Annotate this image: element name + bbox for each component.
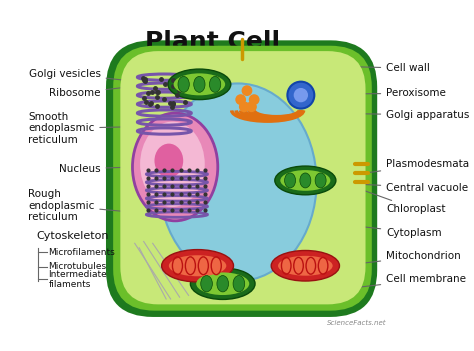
Circle shape (249, 94, 260, 105)
Ellipse shape (271, 251, 339, 281)
Circle shape (242, 85, 252, 96)
Ellipse shape (315, 173, 326, 188)
Text: Cytoplasm: Cytoplasm (353, 226, 442, 238)
Text: Mitochondrion: Mitochondrion (344, 251, 461, 265)
Ellipse shape (140, 121, 205, 207)
Ellipse shape (278, 256, 333, 276)
Text: Smooth
endoplasmic
reticulum: Smooth endoplasmic reticulum (28, 112, 138, 145)
Text: Cytoskeleton: Cytoskeleton (36, 231, 109, 241)
FancyBboxPatch shape (106, 40, 377, 317)
Circle shape (294, 88, 308, 102)
Ellipse shape (173, 73, 225, 95)
Ellipse shape (169, 255, 226, 276)
Text: Golgi vesicles: Golgi vesicles (28, 68, 199, 88)
Ellipse shape (233, 276, 245, 292)
Ellipse shape (132, 113, 218, 221)
Ellipse shape (196, 272, 249, 295)
Text: Microtubules: Microtubules (48, 262, 107, 271)
Ellipse shape (155, 144, 183, 178)
Text: Central vacuole: Central vacuole (321, 183, 468, 193)
Text: Golgi apparatus: Golgi apparatus (321, 110, 470, 120)
FancyBboxPatch shape (120, 51, 365, 304)
Text: Rough
endoplasmic
reticulum: Rough endoplasmic reticulum (28, 189, 146, 222)
Text: Plant Cell: Plant Cell (146, 29, 281, 54)
Ellipse shape (275, 166, 336, 195)
Circle shape (235, 94, 246, 105)
Text: Ribosome: Ribosome (49, 84, 155, 98)
Ellipse shape (162, 250, 234, 282)
Ellipse shape (300, 173, 311, 188)
Ellipse shape (280, 170, 330, 191)
Ellipse shape (168, 69, 231, 100)
Ellipse shape (201, 276, 212, 292)
Text: Intermediate
filaments: Intermediate filaments (48, 270, 107, 289)
FancyBboxPatch shape (113, 46, 372, 311)
Circle shape (246, 101, 257, 112)
Ellipse shape (178, 77, 189, 92)
Circle shape (287, 82, 314, 108)
Text: Nucleus: Nucleus (59, 164, 134, 174)
Ellipse shape (210, 77, 221, 92)
Text: Chloroplast: Chloroplast (338, 181, 446, 214)
Ellipse shape (284, 173, 296, 188)
Text: ScienceFacts.net: ScienceFacts.net (327, 320, 386, 326)
Ellipse shape (217, 276, 228, 292)
Text: Cell wall: Cell wall (310, 63, 430, 73)
Text: Peroxisome: Peroxisome (317, 88, 446, 98)
Ellipse shape (194, 77, 205, 92)
Text: Cell membrane: Cell membrane (353, 274, 466, 288)
Ellipse shape (191, 268, 255, 299)
Text: Plasmodesmata: Plasmodesmata (366, 159, 469, 173)
Text: Microfilaments: Microfilaments (48, 248, 115, 257)
Ellipse shape (159, 84, 317, 281)
Circle shape (239, 101, 250, 112)
